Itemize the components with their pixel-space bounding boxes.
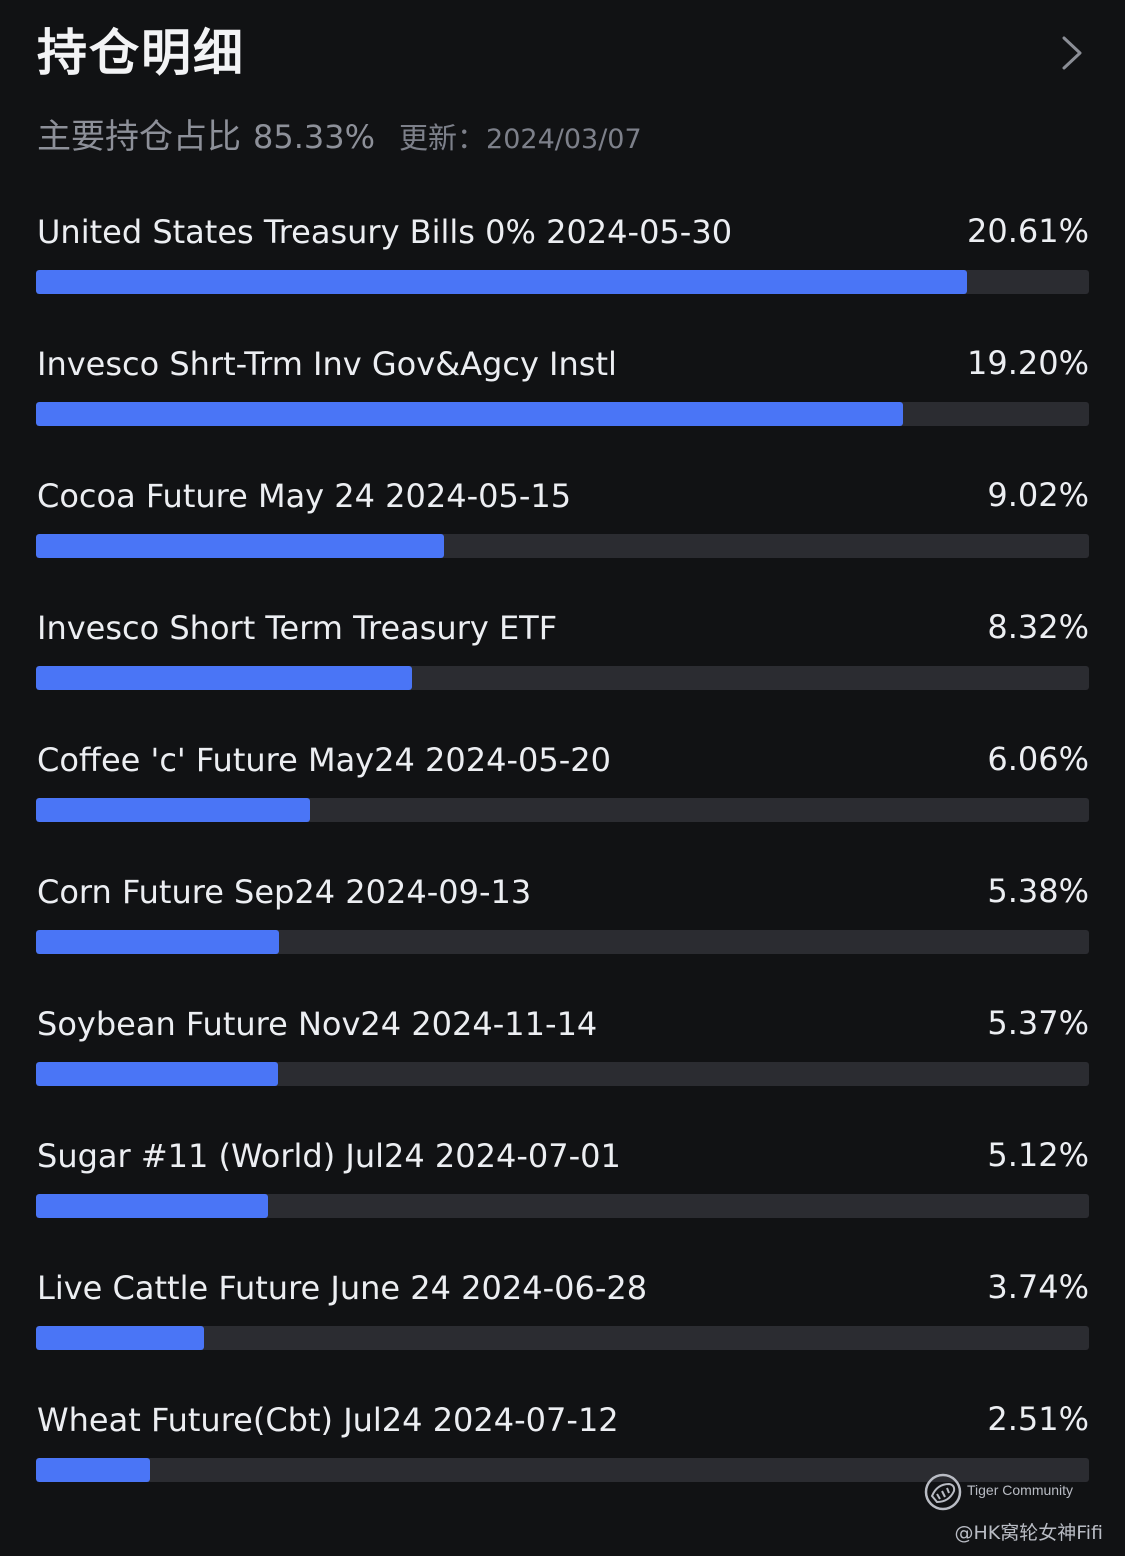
holding-bar-track	[36, 1326, 1089, 1350]
holding-name: Invesco Short Term Treasury ETF	[37, 609, 558, 647]
holding-name: Wheat Future(Cbt) Jul24 2024-07-12	[37, 1401, 619, 1439]
holding-bar-fill	[36, 1458, 150, 1482]
holding-bar-track	[36, 534, 1089, 558]
holding-percentage: 3.74%	[987, 1268, 1089, 1306]
watermark-user: @HK窝轮女神Fifi	[954, 1522, 1103, 1544]
holding-row[interactable]: Cocoa Future May 24 2024-05-15 9.02%	[36, 468, 1089, 600]
holding-row[interactable]: Invesco Shrt-Trm Inv Gov&Agcy Instl 19.20…	[36, 336, 1089, 468]
holding-row[interactable]: United States Treasury Bills 0% 2024-05-…	[36, 204, 1089, 336]
chevron-right-icon[interactable]	[1057, 36, 1085, 70]
holding-percentage: 5.38%	[987, 872, 1089, 910]
holding-percentage: 2.51%	[987, 1400, 1089, 1438]
holding-percentage: 5.12%	[987, 1136, 1089, 1174]
holding-percentage: 8.32%	[987, 608, 1089, 646]
holdings-list: United States Treasury Bills 0% 2024-05-…	[36, 204, 1089, 1524]
page-title: 持仓明细	[37, 24, 245, 82]
holding-bar-track	[36, 1458, 1089, 1482]
summary-value: 85.33%	[253, 118, 376, 156]
holding-bar-track	[36, 402, 1089, 426]
holding-row[interactable]: Invesco Short Term Treasury ETF 8.32%	[36, 600, 1089, 732]
holding-bar-fill	[36, 402, 903, 426]
holding-row[interactable]: Sugar #11 (World) Jul24 2024-07-01 5.12%	[36, 1128, 1089, 1260]
watermark-brand: Tiger Community	[967, 1482, 1074, 1498]
holding-bar-fill	[36, 798, 310, 822]
holding-bar-track	[36, 930, 1089, 954]
holdings-summary: 主要持仓占比 85.33% 更新：2024/03/07	[37, 112, 642, 162]
holding-row[interactable]: Soybean Future Nov24 2024-11-14 5.37%	[36, 996, 1089, 1128]
holding-name: Live Cattle Future June 24 2024-06-28	[37, 1269, 648, 1307]
summary-label: 主要持仓占比	[37, 117, 241, 157]
holding-bar-track	[36, 666, 1089, 690]
holding-percentage: 19.20%	[966, 344, 1089, 382]
holding-bar-fill	[36, 534, 444, 558]
holding-bar-track	[36, 270, 1089, 294]
section-header[interactable]: 持仓明细	[37, 18, 1089, 88]
holding-name: Coffee 'c' Future May24 2024-05-20	[37, 741, 611, 779]
tiger-logo-icon	[924, 1473, 962, 1511]
holding-name: United States Treasury Bills 0% 2024-05-…	[37, 213, 733, 251]
holding-bar-fill	[36, 666, 412, 690]
holding-name: Sugar #11 (World) Jul24 2024-07-01	[37, 1137, 621, 1175]
holding-bar-track	[36, 1062, 1089, 1086]
holding-row[interactable]: Live Cattle Future June 24 2024-06-28 3.7…	[36, 1260, 1089, 1392]
holding-percentage: 6.06%	[987, 740, 1089, 778]
holding-row[interactable]: Wheat Future(Cbt) Jul24 2024-07-12 2.51%	[36, 1392, 1089, 1524]
holding-bar-fill	[36, 270, 967, 294]
holding-bar-fill	[36, 1326, 205, 1350]
updated-date: 2024/03/07	[486, 124, 642, 155]
watermark: Tiger Community @HK窝轮女神Fifi	[903, 1472, 1103, 1544]
holding-row[interactable]: Corn Future Sep24 2024-09-13 5.38%	[36, 864, 1089, 996]
holding-name: Cocoa Future May 24 2024-05-15	[37, 477, 572, 515]
holding-percentage: 9.02%	[987, 476, 1089, 514]
holding-name: Corn Future Sep24 2024-09-13	[37, 873, 532, 911]
holding-bar-fill	[36, 1062, 279, 1086]
holding-name: Soybean Future Nov24 2024-11-14	[37, 1005, 598, 1043]
holding-bar-track	[36, 798, 1089, 822]
updated-label: 更新：	[399, 121, 487, 155]
holding-percentage: 20.61%	[966, 212, 1089, 250]
holding-percentage: 5.37%	[987, 1004, 1089, 1042]
holding-bar-track	[36, 1194, 1089, 1218]
holding-bar-fill	[36, 1194, 268, 1218]
holding-row[interactable]: Coffee 'c' Future May24 2024-05-20 6.06%	[36, 732, 1089, 864]
holding-name: Invesco Shrt-Trm Inv Gov&Agcy Instl	[37, 345, 617, 383]
holding-bar-fill	[36, 930, 280, 954]
